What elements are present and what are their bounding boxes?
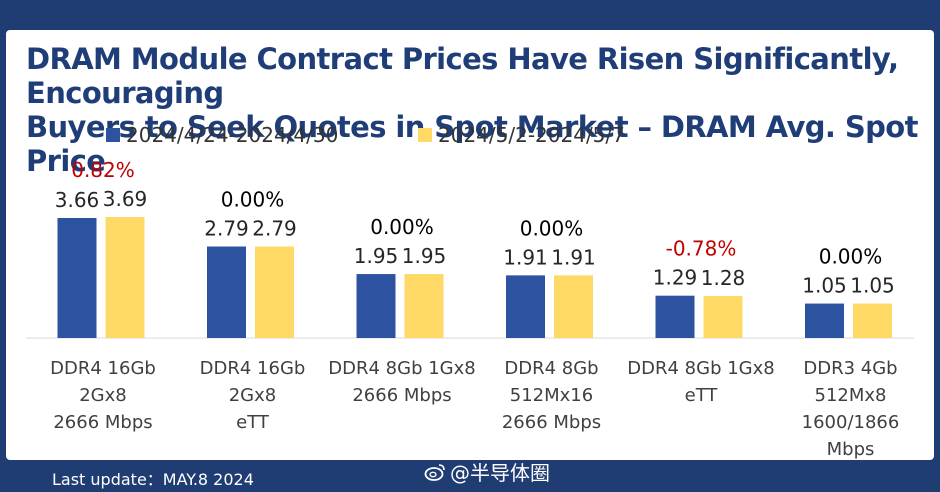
change-label-4: -0.78%	[666, 237, 737, 261]
bar-2-0	[105, 217, 145, 338]
value-label-2-2: 1.95	[402, 244, 447, 268]
chart-title-line1: DRAM Module Contract Prices Have Risen S…	[26, 42, 899, 110]
category-label-4-0: DDR4 8Gb 1Gx8	[627, 358, 774, 379]
change-label-3: 0.00%	[520, 216, 584, 240]
chart-title-line2: Buyers to Seek Quotes in Spot Market – D…	[26, 110, 918, 178]
bar-2-5	[853, 303, 892, 338]
category-label-5-3: Mbps	[827, 439, 875, 460]
category-label-5-2: 1600/1866	[802, 412, 900, 433]
value-label-1-1: 2.79	[204, 217, 249, 241]
change-label-2: 0.00%	[370, 215, 434, 239]
category-label-1-2: eTT	[236, 412, 270, 433]
bar-2-3	[554, 275, 593, 338]
category-label-2-1: 2666 Mbps	[352, 385, 451, 406]
bar-2-2	[404, 274, 444, 338]
category-label-4-1: eTT	[685, 385, 719, 406]
bar-2-1	[255, 246, 294, 338]
value-label-2-0: 3.69	[103, 187, 148, 211]
category-label-3-2: 2666 Mbps	[502, 412, 601, 433]
category-label-3-1: 512Mx16	[510, 385, 593, 406]
weibo-icon	[424, 463, 445, 481]
value-label-2-4: 1.28	[701, 266, 746, 290]
bar-1-0	[57, 217, 97, 338]
value-label-1-2: 1.95	[354, 244, 399, 268]
value-label-1-4: 1.29	[653, 266, 698, 290]
category-label-5-1: 512Mx8	[815, 385, 887, 406]
category-label-5-0: DDR3 4Gb	[803, 358, 897, 379]
value-label-2-3: 1.91	[551, 245, 596, 269]
legend-label-series-2: 2024/5/2-2024/5/7	[438, 123, 625, 147]
category-label-0-0: DDR4 16Gb	[50, 358, 156, 379]
change-label-0: 0.82%	[71, 158, 135, 182]
value-label-1-0: 3.66	[55, 188, 100, 212]
value-label-1-5: 1.05	[802, 274, 847, 298]
change-label-1: 0.00%	[221, 188, 285, 212]
category-label-1-0: DDR4 16Gb	[200, 358, 306, 379]
category-label-1-1: 2Gx8	[229, 385, 277, 406]
legend-swatch-series-2	[418, 128, 432, 142]
legend-item-series-2: 2024/5/2-2024/5/7	[418, 123, 625, 147]
last-update-text: Last update：MAY.8 2024	[52, 470, 254, 489]
category-label-2-0: DDR4 8Gb 1Gx8	[328, 358, 475, 379]
chart-title: DRAM Module Contract Prices Have Risen S…	[26, 42, 931, 178]
legend-swatch-series-1	[106, 128, 120, 142]
legend-item-series-1: 2024/4/24-2024/4/30	[106, 123, 338, 147]
bar-2-4	[703, 296, 743, 338]
chart-legend: 2024/4/24-2024/4/30 2024/5/2-2024/5/7	[6, 123, 934, 149]
bar-1-4	[655, 295, 695, 338]
chart-card: DRAM Module Contract Prices Have Risen S…	[6, 30, 934, 460]
change-label-5: 0.00%	[819, 245, 883, 269]
bar-1-1	[207, 246, 246, 338]
watermark-text: @半导体圈	[450, 461, 550, 485]
category-label-0-1: 2Gx8	[79, 385, 127, 406]
bar-1-5	[805, 303, 844, 338]
bar-1-3	[506, 275, 545, 338]
legend-label-series-1: 2024/4/24-2024/4/30	[126, 123, 339, 147]
category-label-3-0: DDR4 8Gb	[504, 358, 598, 379]
weibo-watermark: @半导体圈	[424, 457, 550, 486]
value-label-1-3: 1.91	[503, 245, 548, 269]
value-label-2-1: 2.79	[252, 217, 297, 241]
bar-1-2	[356, 274, 396, 338]
value-label-2-5: 1.05	[850, 274, 895, 298]
category-label-0-2: 2666 Mbps	[53, 412, 152, 433]
